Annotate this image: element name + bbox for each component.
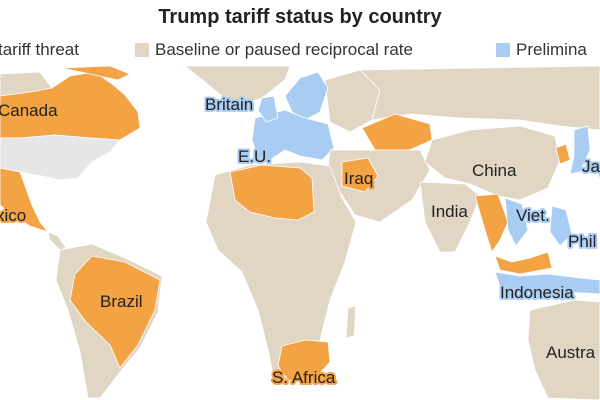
region-australia xyxy=(527,299,600,400)
label-viet: Viet. xyxy=(516,206,550,225)
label-indonesia: Indonesia xyxy=(500,283,574,302)
region-russia xyxy=(359,66,600,131)
legend-label-threat: tariff threat xyxy=(0,40,79,59)
region-britain xyxy=(257,95,279,123)
legend: tariff threat Baseline or paused recipro… xyxy=(0,40,600,64)
legend-label-baseline: Baseline or paused reciprocal rate xyxy=(155,40,413,59)
legend-label-preliminary: Prelimina xyxy=(516,40,587,59)
region-greenland xyxy=(184,66,291,106)
label-south-africa: S. Africa xyxy=(272,368,336,387)
label-mexico: xico xyxy=(0,206,26,225)
region-madagascar xyxy=(345,305,357,339)
legend-item-threat: tariff threat xyxy=(0,40,79,60)
legend-swatch-baseline xyxy=(135,43,149,57)
region-brazil xyxy=(69,255,161,369)
label-china: China xyxy=(472,161,517,180)
label-india: India xyxy=(431,202,468,221)
legend-item-baseline: Baseline or paused reciprocal rate xyxy=(135,40,413,60)
label-japan: Jap xyxy=(582,157,600,176)
label-brazil: Brazil xyxy=(100,292,143,311)
region-vietnam xyxy=(504,197,529,247)
region-central-america xyxy=(47,231,67,251)
region-south-africa xyxy=(277,339,331,383)
label-britain: Britain xyxy=(205,95,253,114)
world-map: Canada xico Brazil Britain E.U. Iraq Chi… xyxy=(0,66,600,400)
region-eu xyxy=(251,109,335,161)
region-algeria-libya xyxy=(229,164,315,221)
region-myanmar-thailand xyxy=(474,193,509,253)
region-iraq xyxy=(341,157,379,193)
region-philippines xyxy=(549,205,573,247)
region-africa xyxy=(205,161,357,385)
legend-item-preliminary: Prelimina xyxy=(496,40,587,60)
label-phil: Phil xyxy=(568,232,596,251)
region-arctic-islands xyxy=(61,66,131,81)
region-korea xyxy=(555,143,571,165)
region-indonesia xyxy=(494,271,600,295)
map-title: Trump tariff status by country xyxy=(158,6,442,28)
region-japan xyxy=(569,125,591,175)
region-malaysia xyxy=(494,251,553,275)
region-india xyxy=(419,181,481,253)
region-china xyxy=(424,125,561,201)
label-australia: Austra xyxy=(546,343,596,362)
legend-swatch-preliminary xyxy=(496,43,510,57)
label-iraq: Iraq xyxy=(344,169,373,188)
label-canada: Canada xyxy=(0,101,58,120)
label-eu: E.U. xyxy=(238,147,271,166)
